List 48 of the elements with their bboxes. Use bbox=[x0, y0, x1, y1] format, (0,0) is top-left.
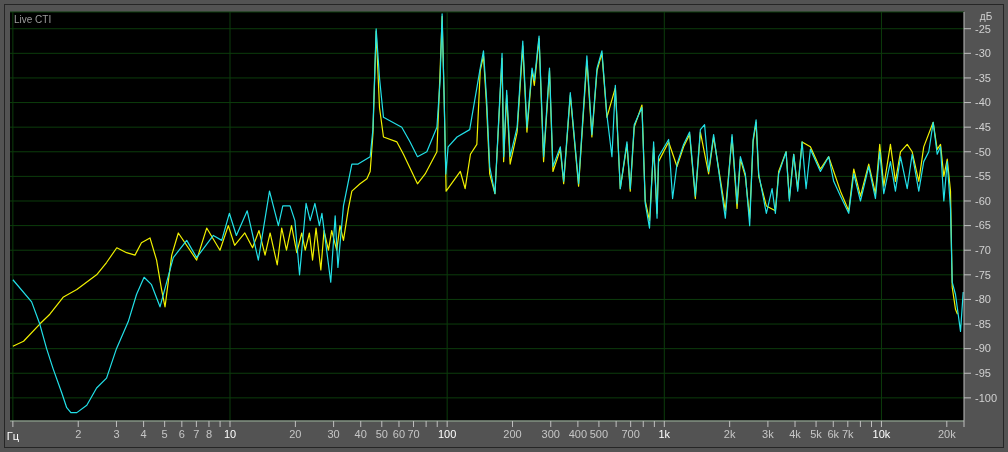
x-axis-title: Гц bbox=[5, 430, 21, 442]
x-tick-label: 10k bbox=[872, 427, 891, 440]
y-axis-title: дБ bbox=[978, 11, 994, 22]
x-tick-label: 8 bbox=[205, 427, 213, 440]
y-tick-label: -80 bbox=[975, 293, 991, 306]
x-tick-label: 3 bbox=[113, 427, 120, 440]
annotation: Live CTI bbox=[14, 14, 52, 26]
x-tick-label: 500 bbox=[589, 427, 609, 440]
x-tick-label: 50 bbox=[375, 427, 388, 440]
y-tick-label: -40 bbox=[975, 96, 991, 109]
x-tick-label: 7k bbox=[841, 427, 855, 440]
y-tick-label: -30 bbox=[975, 47, 991, 60]
y-tick-label: -60 bbox=[975, 194, 991, 207]
x-tick-label: 20k bbox=[937, 427, 957, 440]
y-tick-label: -85 bbox=[975, 317, 991, 330]
x-tick-label: 5 bbox=[161, 427, 168, 440]
x-tick-label: 4k bbox=[789, 427, 802, 440]
x-tick-label: 200 bbox=[503, 427, 522, 440]
y-tick-label: -65 bbox=[975, 219, 991, 232]
y-tick-label: -100 bbox=[975, 391, 998, 404]
x-tick-label: 3k bbox=[762, 427, 775, 440]
x-tick-label: 2 bbox=[75, 427, 82, 440]
x-tick-label: 300 bbox=[541, 427, 560, 440]
x-tick-label: 2k bbox=[723, 427, 736, 440]
y-tick-label: -70 bbox=[975, 244, 991, 257]
x-tick-label: 6 bbox=[178, 427, 185, 440]
x-tick-label: 40 bbox=[354, 427, 367, 440]
x-tick-label: 400 bbox=[568, 427, 588, 440]
y-tick-label: -35 bbox=[975, 71, 991, 84]
y-tick-label: -45 bbox=[975, 121, 991, 134]
x-tick-label: 30 bbox=[327, 427, 340, 440]
x-tick-label: 700 bbox=[621, 427, 640, 440]
x-tick-label: 5k bbox=[810, 427, 823, 440]
y-tick-label: -75 bbox=[975, 268, 991, 281]
y-tick-label: -50 bbox=[975, 145, 991, 158]
x-tick-label: 70 bbox=[407, 427, 420, 440]
y-tick-label: -95 bbox=[975, 367, 991, 380]
x-tick-label: 10 bbox=[223, 427, 237, 440]
y-tick-label: -90 bbox=[975, 342, 991, 355]
x-tick-label: 7 bbox=[193, 427, 200, 440]
x-tick-label: 60 bbox=[392, 427, 406, 440]
x-tick-label: 100 bbox=[437, 427, 457, 440]
y-tick-label: -25 bbox=[975, 22, 991, 35]
y-tick-label: -55 bbox=[975, 170, 991, 183]
x-tick-label: 1k bbox=[658, 427, 671, 440]
x-tick-label: 4 bbox=[140, 427, 147, 440]
x-tick-label: 20 bbox=[289, 427, 302, 440]
x-tick-label: 6k bbox=[827, 427, 840, 440]
